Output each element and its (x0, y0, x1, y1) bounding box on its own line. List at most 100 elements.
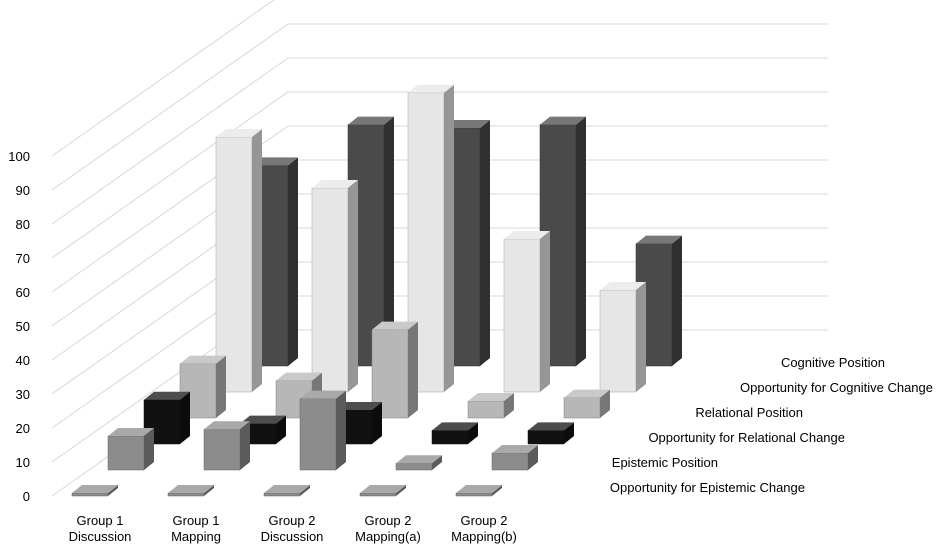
gridline-left-8 (51, 57, 289, 225)
bar-front (263, 492, 301, 497)
bar-1-0 (107, 428, 154, 471)
bar-side (336, 390, 346, 470)
bar-side (396, 485, 406, 496)
bar-4-4 (599, 282, 646, 393)
category-label-line: Group 2 (461, 513, 508, 528)
bar-1-1 (203, 421, 250, 471)
bar-top (636, 235, 682, 244)
bar-3-4 (563, 389, 610, 419)
bar-top (564, 389, 610, 398)
bar-top (528, 422, 574, 431)
y-tick-label: 40 (16, 353, 30, 368)
bar-top (180, 355, 226, 364)
series-label: Opportunity for Cognitive Change (740, 380, 933, 395)
bar-top (312, 180, 358, 188)
bar-front (467, 400, 505, 419)
category-label: Group 1 Discussion (69, 513, 132, 544)
bar-0-3 (359, 485, 406, 497)
bar-side (492, 485, 502, 496)
y-tick-label: 100 (8, 149, 30, 164)
series-label: Opportunity for Epistemic Change (610, 480, 805, 495)
bar-side (252, 129, 262, 392)
bar-side (180, 391, 190, 444)
bar-side (432, 455, 442, 470)
bar-front (71, 492, 109, 497)
bar-top (396, 455, 442, 464)
bar-1-3 (395, 455, 442, 471)
category-label-line: Discussion (261, 529, 324, 544)
gridline-left-9 (51, 23, 289, 191)
y-tick-label: 60 (16, 285, 30, 300)
bar-front (299, 398, 337, 471)
bar-front (455, 492, 493, 497)
bar-top (240, 415, 286, 424)
bar-0-2 (263, 485, 310, 497)
bar-0-1 (167, 485, 214, 497)
bar-top (204, 421, 250, 430)
series-label: Epistemic Position (612, 455, 718, 470)
series-label: Relational Position (695, 405, 803, 420)
bar-side (384, 116, 394, 366)
bar-side (528, 445, 538, 470)
category-label-line: Group 1 (77, 513, 124, 528)
bar-top (168, 485, 214, 493)
bar-top (264, 485, 310, 493)
bar-side (468, 422, 478, 444)
bar-top (444, 120, 490, 128)
bar-top (504, 231, 550, 239)
series-label: Opportunity for Relational Change (648, 430, 845, 445)
bar-side (540, 231, 550, 392)
bar-top (216, 129, 262, 137)
category-label: Group 2 Discussion (261, 513, 324, 544)
bar-side (564, 422, 574, 444)
bar-side (600, 389, 610, 418)
bar-side (576, 116, 586, 366)
bar-side (444, 84, 454, 393)
y-tick-label: 80 (16, 217, 30, 232)
category-label: Group 2 Mapping(b) (451, 513, 517, 544)
bar-top (348, 116, 394, 125)
bar-side (300, 485, 310, 496)
bar-front (431, 430, 469, 445)
bar-top (336, 402, 382, 410)
bar-side (672, 235, 682, 366)
bar-side (276, 415, 286, 444)
bar-top (300, 390, 346, 399)
y-tick-label: 50 (16, 319, 30, 334)
bar-side (216, 355, 226, 418)
category-label-line: Discussion (69, 529, 132, 544)
category-label: Group 2 Mapping(a) (355, 513, 421, 544)
bar-1-4 (491, 445, 538, 471)
bar-top (72, 485, 118, 493)
bar-side (204, 485, 214, 496)
bar-3-2 (371, 321, 418, 419)
gridline-left-7 (51, 91, 289, 259)
bar-front (503, 238, 541, 393)
bar-side (504, 393, 514, 418)
bar-1-2 (299, 390, 346, 471)
bar-top (372, 321, 418, 330)
y-tick-label: 20 (16, 421, 30, 436)
bar-4-1 (311, 180, 358, 393)
bar-4-3 (503, 231, 550, 393)
bar-top (432, 422, 478, 431)
bar-side (480, 120, 490, 366)
bar-side (636, 282, 646, 392)
bar-4-2 (407, 84, 454, 393)
y-tick-label: 10 (16, 455, 30, 470)
bar-front (491, 452, 529, 471)
y-tick-label: 70 (16, 251, 30, 266)
category-label-line: Mapping (171, 529, 221, 544)
bar-0-0 (71, 485, 118, 497)
bar-top (360, 485, 406, 493)
category-label-line: Group 2 (365, 513, 412, 528)
bar-front (527, 430, 565, 445)
bar-front (563, 397, 601, 419)
bar-2-4 (527, 422, 574, 445)
category-label-line: Mapping(a) (355, 529, 421, 544)
category-label-line: Mapping(b) (451, 529, 517, 544)
bar-side (108, 485, 118, 496)
bar-front (395, 462, 433, 471)
bar-side (372, 402, 382, 444)
